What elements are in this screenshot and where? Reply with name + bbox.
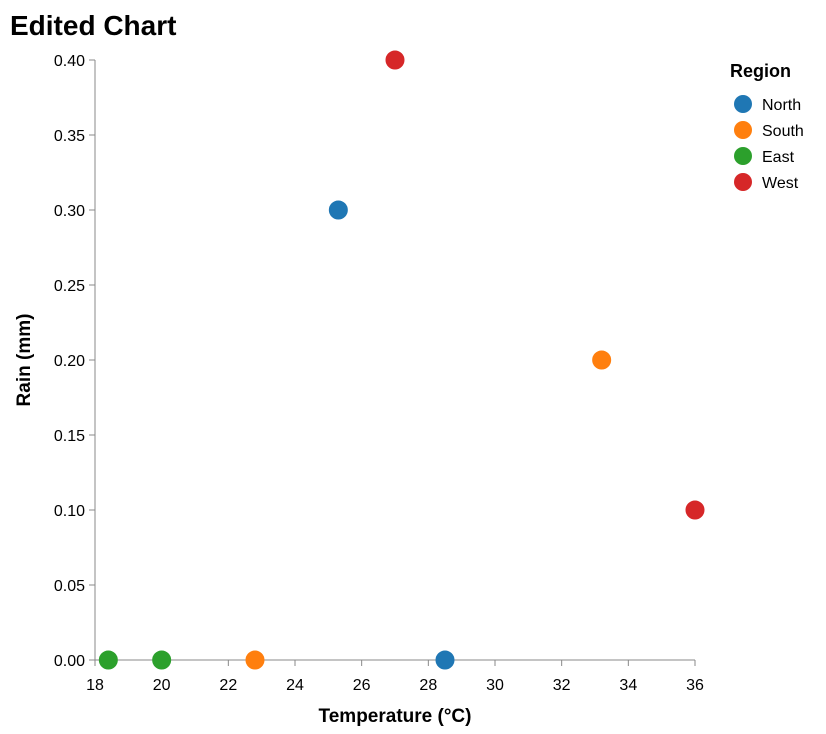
x-tick-label: 18 <box>86 677 104 694</box>
legend-title: Region <box>730 61 791 81</box>
data-point-east <box>98 650 118 670</box>
x-tick-label: 32 <box>553 677 571 694</box>
legend-label-west: West <box>762 175 799 192</box>
data-point-east <box>152 650 172 670</box>
legend-label-east: East <box>762 149 795 166</box>
x-tick-label: 28 <box>419 677 437 694</box>
y-tick-label: 0.05 <box>54 578 85 595</box>
data-point-west <box>685 500 705 520</box>
x-tick-label: 22 <box>219 677 237 694</box>
legend-label-north: North <box>762 97 801 114</box>
data-point-north <box>435 650 455 670</box>
y-tick-label: 0.25 <box>54 278 85 295</box>
data-point-south <box>245 650 265 670</box>
y-tick-label: 0.10 <box>54 503 85 520</box>
chart-title: Edited Chart <box>10 10 176 41</box>
legend: Region North South East West <box>730 61 804 192</box>
y-tick-label: 0.40 <box>54 53 85 70</box>
y-axis-ticks: 0.00 0.05 0.10 0.15 0.20 0.25 0.30 0.35 0.40 <box>54 53 95 670</box>
x-tick-label: 34 <box>619 677 637 694</box>
x-tick-label: 20 <box>153 677 171 694</box>
y-tick-label: 0.15 <box>54 428 85 445</box>
legend-label-south: South <box>762 123 804 140</box>
x-tick-label: 36 <box>686 677 704 694</box>
y-tick-label: 0.20 <box>54 353 85 370</box>
x-axis-ticks: 18 20 22 24 26 28 30 32 34 36 <box>86 660 704 694</box>
x-tick-label: 26 <box>353 677 371 694</box>
y-axis-title: Rain (mm) <box>14 314 35 407</box>
x-tick-label: 30 <box>486 677 504 694</box>
y-axis: 0.00 0.05 0.10 0.15 0.20 0.25 0.30 0.35 0.40 Rai… <box>14 53 96 670</box>
data-points <box>98 50 705 670</box>
y-tick-label: 0.35 <box>54 128 85 145</box>
legend-swatch-west <box>734 173 752 191</box>
plot-area: 18 20 22 24 26 28 30 32 34 36 Temperature (°C) 0.… <box>14 50 705 727</box>
legend-swatch-north <box>734 95 752 113</box>
x-axis: 18 20 22 24 26 28 30 32 34 36 Temperature (°C) <box>86 659 704 727</box>
data-point-south <box>592 350 612 370</box>
x-tick-label: 24 <box>286 677 304 694</box>
legend-items: North South East West <box>734 95 804 192</box>
legend-swatch-east <box>734 147 752 165</box>
legend-swatch-south <box>734 121 752 139</box>
y-tick-label: 0.00 <box>54 653 85 670</box>
data-point-north <box>328 200 348 220</box>
data-point-west <box>385 50 405 70</box>
y-tick-label: 0.30 <box>54 203 85 220</box>
x-axis-title: Temperature (°C) <box>319 706 472 727</box>
